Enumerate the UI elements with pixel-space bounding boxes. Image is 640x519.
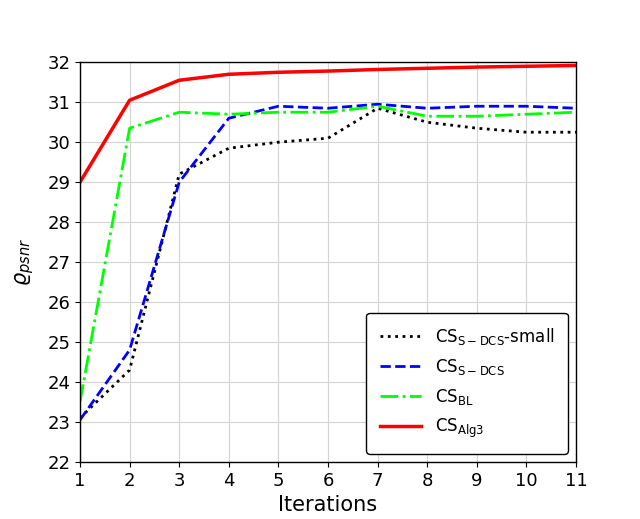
Y-axis label: $\varrho_{psnr}$: $\varrho_{psnr}$ [13, 238, 36, 286]
Legend: CS$_{\mathsf{S-DCS}}$-small, CS$_{\mathsf{S-DCS}}$, CS$_{\mathsf{BL}}$, CS$_{\ma: CS$_{\mathsf{S-DCS}}$-small, CS$_{\maths… [366, 313, 568, 454]
X-axis label: Iterations: Iterations [278, 495, 378, 515]
